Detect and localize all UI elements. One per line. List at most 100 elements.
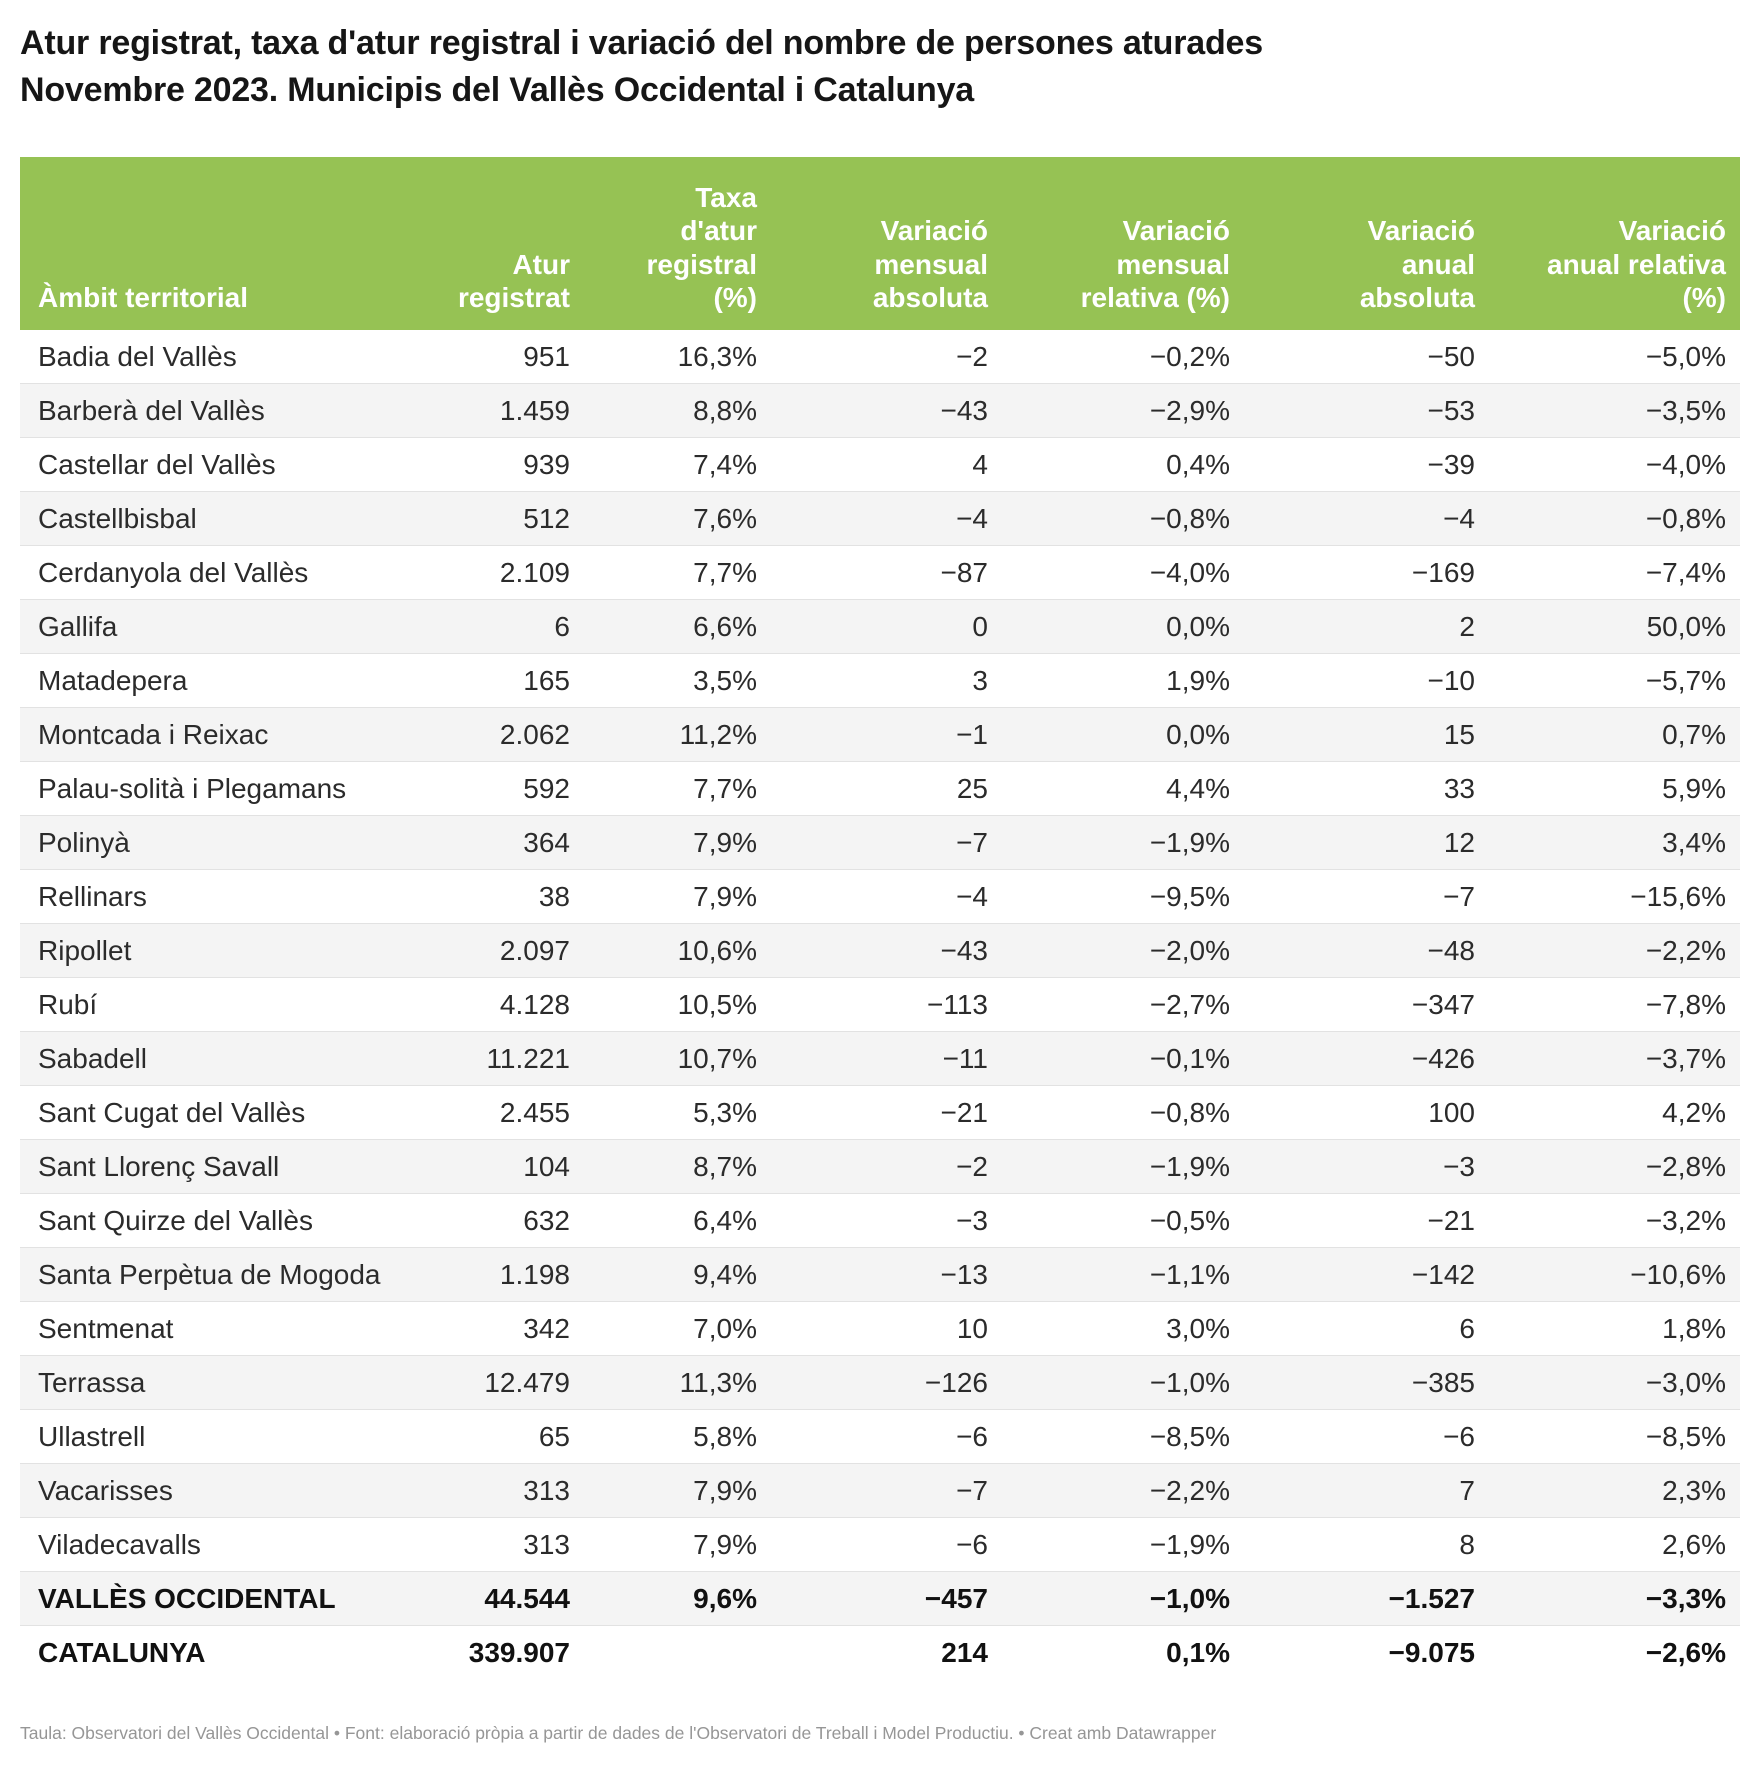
value-cell: 100 (1244, 1085, 1489, 1140)
territory-cell: Polinyà (20, 815, 434, 870)
value-cell: 65 (434, 1409, 584, 1464)
value-cell: −48 (1244, 923, 1489, 978)
value-cell: 5,8% (584, 1409, 771, 1464)
value-cell: 7 (1244, 1463, 1489, 1518)
value-cell: 7,9% (584, 815, 771, 870)
value-cell: −7 (771, 1463, 1002, 1518)
value-cell: 512 (434, 491, 584, 546)
territory-cell: Badia del Vallès (38, 340, 237, 372)
value-cell: 7,6% (584, 491, 771, 546)
value-cell: 7,9% (584, 869, 771, 924)
territory-cell: Vacarisses (20, 1463, 434, 1518)
value-cell: 10,5% (584, 977, 771, 1032)
value-cell: −1,0% (1002, 1355, 1244, 1410)
value-cell: −1,9% (1002, 815, 1244, 870)
table-row: Cerdanyola del Vallès 2.109 7,7% −87 −4,0% −1… (20, 545, 1740, 600)
value-cell: 7,9% (584, 1463, 771, 1518)
value-cell: −126 (771, 1355, 1002, 1410)
value-cell: −39 (1244, 437, 1489, 492)
table-row: Palau-solità i Plegamans 592 7,7% 25 4,4% 33 5… (20, 761, 1740, 816)
value-cell: −169 (1244, 545, 1489, 600)
value-cell: −43 (771, 923, 1002, 978)
table-body: Badia del Vallès 951 16,3% −2 −0,2% −50 −5,0% B… (20, 330, 1740, 1680)
value-cell: −3,5% (1489, 383, 1740, 438)
value-cell: 1.198 (434, 1247, 584, 1302)
value-cell: −43 (771, 383, 1002, 438)
table-row: Barberà del Vallès 1.459 8,8% −43 −2,9% −53 −3… (20, 383, 1740, 438)
value-cell: −10 (1244, 653, 1489, 708)
value-cell: 2.109 (434, 545, 584, 600)
territory-cell: Sabadell (20, 1031, 434, 1086)
table-row: Matadepera 165 3,5% 3 1,9% −10 −5,7% (20, 653, 1740, 708)
value-cell: 3,5% (584, 653, 771, 708)
value-cell: 12 (1244, 815, 1489, 870)
value-cell: 1.459 (434, 383, 584, 438)
value-cell: −2,2% (1002, 1463, 1244, 1518)
value-cell: 2,6% (1489, 1517, 1740, 1572)
value-cell: 11.221 (434, 1031, 584, 1086)
value-cell: 7,7% (584, 761, 771, 816)
value-cell: −2 (956, 340, 988, 372)
footer-source-text: Taula: Observatori del Vallès Occidental… (20, 1723, 1030, 1744)
table-row: Ullastrell 65 5,8% −6 −8,5% −6 −8,5% (20, 1409, 1740, 1464)
table-row: Castellar del Vallès 939 7,4% 4 0,4% −39 −4,0% (20, 437, 1740, 492)
col-header-variacio-mensual-relativa: Variació mensual relativa (%) (1002, 157, 1244, 331)
value-cell: 5,3% (584, 1085, 771, 1140)
value-cell: −0,8% (1489, 491, 1740, 546)
territory-cell: Terrassa (20, 1355, 434, 1410)
table-row: Sant Llorenç Savall 104 8,7% −2 −1,9% −3 −2,8% (20, 1139, 1740, 1194)
value-cell: 5,9% (1489, 761, 1740, 816)
value-cell: −8,5% (1489, 1409, 1740, 1464)
value-cell: −7 (1244, 869, 1489, 924)
value-cell: −113 (771, 977, 1002, 1032)
value-cell: 3 (771, 653, 1002, 708)
value-cell: 2.097 (434, 923, 584, 978)
territory-cell: Sant Cugat del Vallès (20, 1085, 434, 1140)
value-cell: −2,7% (1002, 977, 1244, 1032)
table-row: Badia del Vallès 951 16,3% −2 −0,2% −50 −5,0% (20, 330, 1740, 384)
value-cell: 10,6% (584, 923, 771, 978)
value-cell: −3,0% (1489, 1355, 1740, 1410)
value-cell: −0,1% (1002, 1031, 1244, 1086)
value-cell: 15 (1244, 707, 1489, 762)
territory-cell: Gallifa (20, 599, 434, 654)
col-header-taxa-atur: Taxa d'atur registral (%) (584, 157, 771, 331)
col-header-atur-registrat: Atur registrat (434, 157, 584, 331)
territory-cell: CATALUNYA (20, 1625, 434, 1680)
col-header-ambit-territorial: Àmbit territorial (20, 157, 434, 331)
table-row: Sentmenat 342 7,0% 10 3,0% 6 1,8% (20, 1301, 1740, 1356)
col-header-variacio-anual-relativa: Variació anual relativa (%) (1489, 157, 1740, 331)
value-cell: 6 (1244, 1301, 1489, 1356)
value-cell: 38 (434, 869, 584, 924)
datawrapper-credit-link[interactable]: Creat amb Datawrapper (1029, 1723, 1217, 1744)
territory-cell: Matadepera (20, 653, 434, 708)
value-cell: 3,4% (1489, 815, 1740, 870)
value-cell: 7,0% (584, 1301, 771, 1356)
table-row: Rellinars 38 7,9% −4 −9,5% −7 −15,6% (20, 869, 1740, 924)
territory-cell: Sant Llorenç Savall (20, 1139, 434, 1194)
value-cell: 342 (434, 1301, 584, 1356)
value-cell: −9,5% (1002, 869, 1244, 924)
table-row: Sabadell 11.221 10,7% −11 −0,1% −426 −3,7% (20, 1031, 1740, 1086)
value-cell: 313 (434, 1517, 584, 1572)
value-cell: −8,5% (1002, 1409, 1244, 1464)
territory-cell: Barberà del Vallès (20, 383, 434, 438)
table-row: Sant Cugat del Vallès 2.455 5,3% −21 −0,8% 10… (20, 1085, 1740, 1140)
value-cell: −53 (1244, 383, 1489, 438)
value-cell: 4 (771, 437, 1002, 492)
value-cell: 0,7% (1489, 707, 1740, 762)
value-cell: −4 (1244, 491, 1489, 546)
value-cell: 8,7% (584, 1139, 771, 1194)
territory-cell: Santa Perpètua de Mogoda (20, 1247, 434, 1302)
value-cell: −0,8% (1002, 491, 1244, 546)
value-cell: −0,5% (1002, 1193, 1244, 1248)
table-row: Rubí 4.128 10,5% −113 −2,7% −347 −7,8% (20, 977, 1740, 1032)
value-cell: 3,0% (1002, 1301, 1244, 1356)
value-cell: 11,3% (584, 1355, 771, 1410)
territory-cell: Ripollet (20, 923, 434, 978)
value-cell: 0,4% (1002, 437, 1244, 492)
col-header-variacio-mensual-absoluta: Variació mensual absoluta (771, 157, 1002, 331)
value-cell: −15,6% (1489, 869, 1740, 924)
territory-cell: Ullastrell (20, 1409, 434, 1464)
value-cell: 339.907 (434, 1625, 584, 1680)
